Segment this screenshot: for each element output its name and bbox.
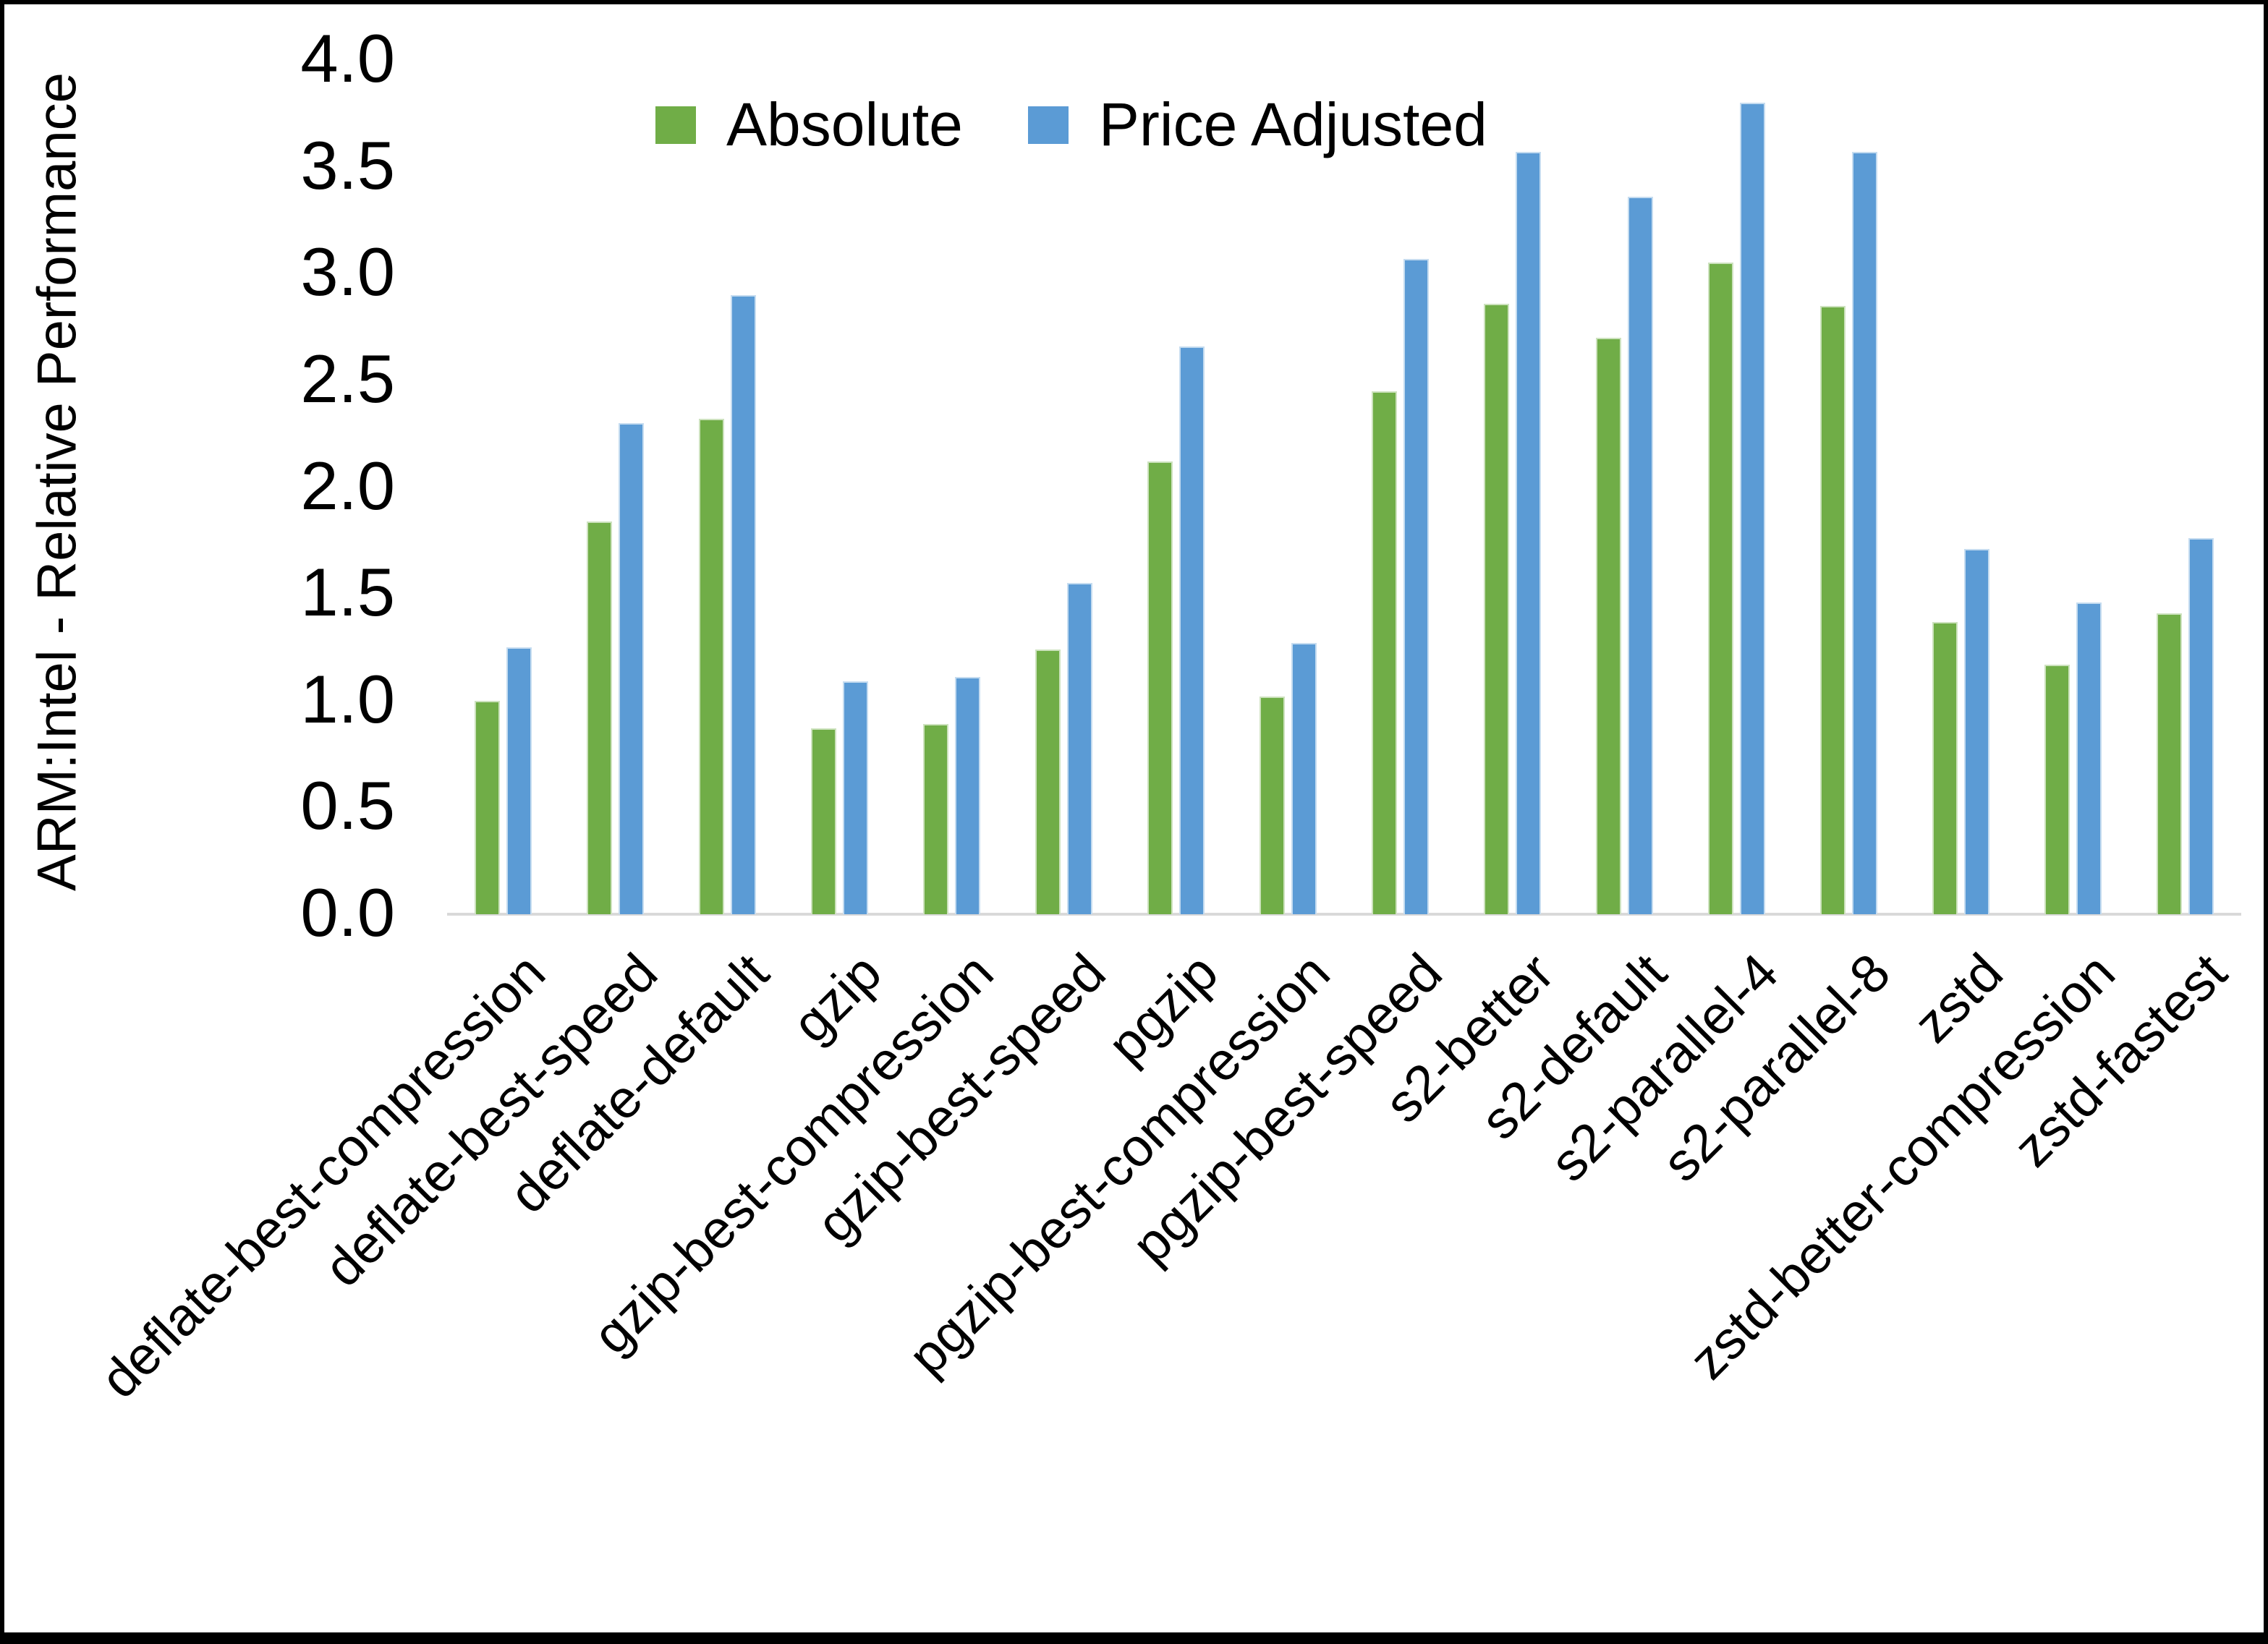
bar-price-adjusted-s2-default [1628,197,1653,914]
bar-price-adjusted-gzip-best-compression [955,677,980,914]
bar-price-adjusted-deflate-best-compression [506,647,532,914]
bar-price-adjusted-zstd-better-compression [2076,602,2102,914]
legend-item-price-adjusted: Price Adjusted [1027,90,1487,160]
x-category-label: deflate-best-compression [88,942,556,1410]
y-tick-label: 1.0 [300,660,395,737]
bar-absolute-gzip [811,728,836,914]
bar-absolute-s2-better [1484,304,1509,914]
y-tick-label: 3.0 [300,234,395,310]
bar-price-adjusted-zstd [1964,549,1989,914]
y-tick-label: 0.0 [300,874,395,950]
bar-price-adjusted-deflate-best-speed [619,423,644,914]
bar-absolute-pgzip-best-speed [1372,391,1397,914]
legend-label: Price Adjusted [1098,90,1487,158]
bar-price-adjusted-zstd-fastest [2188,538,2214,914]
bar-price-adjusted-gzip-best-speed [1067,583,1092,914]
bar-absolute-s2-parallel-4 [1708,263,1733,914]
bar-price-adjusted-pgzip-best-compression [1291,643,1317,914]
bar-price-adjusted-pgzip-best-speed [1403,259,1429,914]
bar-absolute-zstd-better-compression [2044,665,2070,914]
legend-label: Absolute [726,90,963,158]
bar-absolute-deflate-default [699,419,724,914]
bar-absolute-gzip-best-speed [1035,649,1061,914]
legend-swatch-icon [1027,106,1069,144]
y-tick-label: 2.0 [300,447,395,524]
y-tick-label: 3.5 [300,127,395,203]
y-tick-label: 2.5 [300,340,395,417]
legend: Absolute Price Adjusted [655,90,1487,160]
bar-price-adjusted-s2-parallel-8 [1852,152,1877,914]
x-axis-line [447,913,2241,916]
legend-swatch-icon [655,106,696,144]
bar-price-adjusted-deflate-default [731,295,756,914]
bar-absolute-deflate-best-speed [587,521,612,914]
bar-absolute-s2-parallel-8 [1820,306,1846,914]
bar-absolute-gzip-best-compression [923,724,948,914]
bar-price-adjusted-pgzip [1179,346,1205,914]
bar-price-adjusted-s2-better [1516,152,1541,914]
y-axis-title: ARM:Intel - Relative Performance [26,72,88,891]
y-tick-label: 1.5 [300,553,395,630]
bar-price-adjusted-gzip [843,681,868,914]
legend-item-absolute: Absolute [655,90,963,160]
bar-absolute-pgzip [1147,461,1173,914]
bar-price-adjusted-s2-parallel-4 [1740,103,1765,914]
bar-absolute-deflate-best-compression [475,701,500,914]
y-tick-label: 0.5 [300,767,395,844]
bar-absolute-zstd [1932,622,1958,914]
bar-absolute-s2-default [1596,338,1621,914]
bar-absolute-pgzip-best-compression [1260,697,1285,914]
bar-absolute-zstd-fastest [2157,613,2182,914]
y-tick-label: 4.0 [300,20,395,96]
